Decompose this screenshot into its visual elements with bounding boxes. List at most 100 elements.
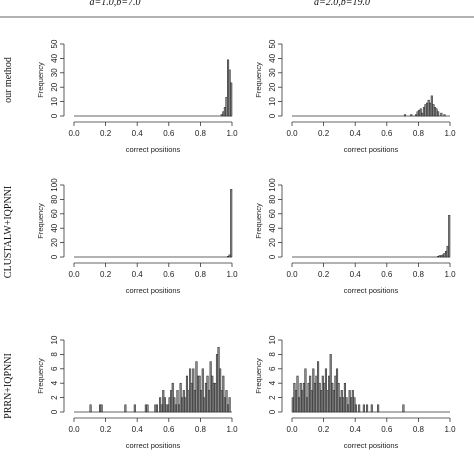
y-axis-label: Frequency (36, 358, 45, 394)
x-tick-label: 1.0 (444, 129, 456, 138)
y-tick-label: 0 (50, 409, 59, 414)
histogram-bar (419, 108, 422, 117)
x-tick-label: 1.0 (444, 270, 456, 279)
x-tick-label: 0.2 (318, 129, 330, 138)
x-tick-label: 1.0 (226, 129, 238, 138)
x-tick-label: 0.6 (381, 129, 393, 138)
y-tick-label: 8 (268, 352, 277, 357)
y-tick-label: 6 (268, 366, 277, 371)
x-axis-label: correct positions (126, 145, 181, 154)
y-tick-label: 20 (50, 82, 59, 91)
x-tick-label: 0.4 (132, 425, 144, 434)
x-tick-label: 0.6 (163, 270, 175, 279)
x-tick-label: 0.8 (195, 129, 207, 138)
y-tick-label: 60 (268, 209, 277, 218)
histogram-bar (155, 404, 158, 413)
panel-r2-c2: 0.0 0.2 0.4 0.6 0.8 1.0 correct positions 0 20 40… (254, 178, 456, 295)
y-tick-label: 20 (268, 82, 277, 91)
y-tick-label: 80 (268, 194, 277, 203)
histogram-bar (124, 404, 127, 413)
y-tick-label: 2 (50, 395, 59, 400)
x-tick-label: 0.2 (318, 270, 330, 279)
y-axis-label: Frequency (36, 62, 45, 98)
x-axis-label: correct positions (126, 286, 181, 295)
y-tick-label: 40 (268, 53, 277, 62)
histogram-bar (437, 111, 440, 117)
histogram-bar (225, 390, 228, 413)
y-tick-label: 6 (50, 366, 59, 371)
histogram-bar (230, 82, 233, 117)
y-axis-label: Frequency (254, 358, 263, 394)
x-tick-label: 0.0 (68, 270, 80, 279)
x-tick-label: 0.4 (132, 129, 144, 138)
x-axis-label: correct positions (344, 441, 399, 450)
histogram-bar (201, 368, 204, 413)
x-tick-label: 1.0 (226, 270, 238, 279)
y-axis-label: Frequency (254, 203, 263, 239)
x-tick-label: 0.8 (413, 270, 425, 279)
histogram-bar (89, 404, 92, 413)
y-tick-label: 10 (268, 97, 277, 106)
y-tick-label: 50 (50, 39, 59, 48)
x-tick-label: 0.0 (68, 425, 80, 434)
column-header-1: a=1.0,b=7.0 (90, 0, 141, 8)
histogram-bar (448, 214, 451, 258)
x-tick-label: 0.4 (350, 129, 362, 138)
histogram-bar (370, 404, 373, 413)
histogram-bar (222, 375, 225, 413)
x-tick-label: 0.2 (100, 270, 112, 279)
x-tick-label: 0.6 (163, 425, 175, 434)
y-tick-label: 2 (268, 395, 277, 400)
x-tick-label: 0.2 (100, 425, 112, 434)
y-axis-label: Frequency (36, 203, 45, 239)
x-tick-label: 0.6 (381, 425, 393, 434)
y-tick-label: 30 (50, 68, 59, 77)
panel-r3-c1: 0.0 0.2 0.4 0.6 0.8 1.0 correct positions 0 2 4 6 8… (36, 335, 238, 450)
x-tick-label: 0.0 (68, 129, 80, 138)
y-tick-label: 10 (50, 335, 59, 344)
x-tick-label: 0.2 (318, 425, 330, 434)
histogram-bar (133, 404, 136, 413)
y-tick-label: 40 (50, 223, 59, 232)
histogram-bar (296, 375, 299, 413)
y-tick-label: 10 (268, 335, 277, 344)
y-tick-label: 10 (50, 97, 59, 106)
y-tick-label: 50 (268, 39, 277, 48)
x-tick-label: 0.4 (350, 425, 362, 434)
y-tick-label: 0 (50, 113, 59, 118)
y-tick-label: 0 (50, 254, 59, 259)
y-tick-label: 4 (50, 380, 59, 385)
histogram-bar (403, 114, 407, 117)
y-axis-label: Frequency (254, 62, 263, 98)
histogram-bar (176, 390, 179, 413)
x-tick-label: 1.0 (444, 425, 456, 434)
x-axis-label: correct positions (126, 441, 181, 450)
histogram-bar (443, 114, 446, 117)
row-label-clustalw-iqpnni: CLUSTALW+IQPNNI (3, 186, 14, 278)
panel-r2-c1: 0.0 0.2 0.4 0.6 0.8 1.0 correct positions 0 20 40… (36, 178, 238, 295)
histogram-bar (402, 404, 405, 413)
x-tick-label: 1.0 (226, 425, 238, 434)
x-tick-label: 0.8 (413, 129, 425, 138)
x-tick-label: 0.8 (195, 270, 207, 279)
x-tick-label: 0.8 (413, 425, 425, 434)
histogram-bar (410, 114, 413, 117)
histogram-bar (100, 404, 103, 413)
histogram-bar (228, 397, 231, 413)
histogram-bar (304, 368, 307, 413)
x-tick-label: 0.4 (132, 270, 144, 279)
y-tick-label: 20 (50, 238, 59, 247)
x-tick-label: 0.2 (100, 129, 112, 138)
y-tick-label: 40 (268, 223, 277, 232)
y-tick-label: 0 (268, 254, 277, 259)
y-tick-label: 80 (50, 194, 59, 203)
row-label-our-method: our method (3, 57, 14, 103)
column-header-2: a=2.0,b=19.0 (314, 0, 370, 8)
x-tick-label: 0.4 (350, 270, 362, 279)
histogram-bar (358, 404, 361, 413)
histogram-bar (230, 189, 233, 258)
row-label-prrn-iqpnni: PRRN+IQPNNI (3, 353, 14, 419)
x-tick-label: 0.8 (195, 425, 207, 434)
histogram-bar (366, 404, 369, 413)
